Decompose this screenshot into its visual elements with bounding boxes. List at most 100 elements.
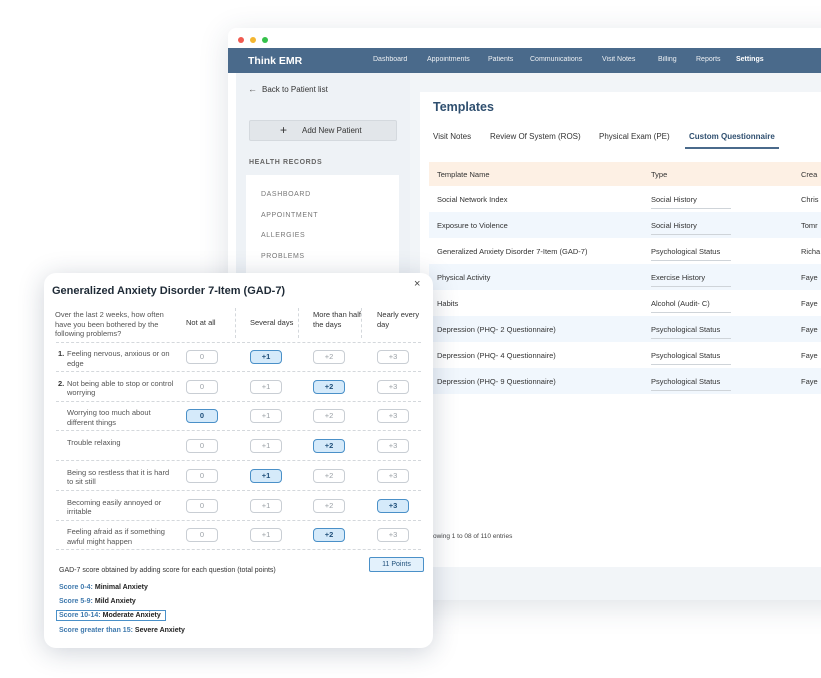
table-cell: Richa bbox=[801, 247, 821, 256]
row-divider bbox=[56, 549, 421, 551]
option-button[interactable]: +3 bbox=[377, 379, 409, 394]
menu-item[interactable]: APPOINTMENT bbox=[261, 211, 319, 219]
brand: Think EMR bbox=[248, 55, 303, 67]
option-button[interactable]: +1 bbox=[250, 379, 282, 394]
score-label: Minimal Anxiety bbox=[94, 584, 148, 591]
row-divider bbox=[56, 519, 421, 521]
option-button[interactable]: 0 bbox=[186, 498, 218, 513]
close-button[interactable]: × bbox=[414, 278, 421, 290]
prompt: Over the last 2 weeks, how often have yo… bbox=[55, 310, 164, 338]
option-button[interactable]: +1 bbox=[250, 498, 282, 513]
table-cell: Faye bbox=[801, 351, 818, 360]
tab[interactable]: Review Of System (ROS) bbox=[490, 132, 581, 141]
option-button[interactable]: +1 bbox=[250, 350, 282, 364]
question-list: 1. Feeling nervous, anxious or on edge 0 +1… bbox=[44, 273, 433, 563]
table-cell: Exposure to Violence bbox=[437, 221, 508, 230]
option-button[interactable]: +2 bbox=[313, 528, 345, 543]
row-divider bbox=[56, 489, 421, 491]
nav-item[interactable]: Settings bbox=[736, 56, 764, 63]
tab[interactable]: Visit Notes bbox=[433, 132, 472, 141]
option-button[interactable]: +3 bbox=[377, 409, 409, 424]
row-divider bbox=[56, 342, 421, 343]
option-button[interactable]: 0 bbox=[186, 528, 218, 543]
modal-title: Generalized Anxiety Disorder 7-Item (GAD… bbox=[52, 285, 286, 297]
question-text: Trouble relaxing bbox=[67, 438, 121, 448]
option-button[interactable]: 0 bbox=[186, 350, 218, 364]
window-dot bbox=[250, 37, 256, 43]
row-divider bbox=[56, 400, 421, 402]
option-button[interactable]: +2 bbox=[313, 498, 345, 513]
menu-item[interactable]: ALLERGIES bbox=[261, 232, 306, 240]
nav-bar: Think EMR Dashboard Appointments Patients C… bbox=[228, 48, 821, 73]
nav-item[interactable]: Communications bbox=[530, 56, 583, 63]
option-button[interactable]: +3 bbox=[377, 468, 409, 483]
option-button[interactable]: +2 bbox=[313, 468, 345, 483]
table-cell: Social History bbox=[651, 221, 731, 235]
question-number: 1. bbox=[58, 349, 65, 358]
question-text: Becoming easily annoyed or irritable bbox=[67, 497, 162, 517]
table-cell: Habits bbox=[437, 299, 459, 308]
menu-item[interactable]: DASHBOARD bbox=[261, 191, 311, 198]
main-area: Templates Visit Notes Review Of System (R… bbox=[410, 73, 821, 600]
option-button[interactable]: +2 bbox=[313, 439, 345, 454]
column-divider bbox=[361, 308, 362, 338]
option-button[interactable]: +1 bbox=[250, 439, 282, 454]
table-cell: Generalized Anxiety Disorder 7-Item (GAD… bbox=[437, 247, 588, 256]
tab[interactable]: Custom Questionnaire bbox=[685, 132, 779, 149]
column-header: More than half the days bbox=[313, 310, 361, 329]
menu-item[interactable]: PROBLEMS bbox=[261, 253, 305, 261]
score-label: Moderate Anxiety bbox=[102, 612, 161, 620]
option-button[interactable]: +3 bbox=[377, 439, 409, 454]
option-button[interactable]: 0 bbox=[186, 439, 218, 454]
table-cell: Exercise History bbox=[651, 273, 731, 287]
table-cell: Psychological Status bbox=[651, 351, 731, 365]
score-range: Score 0-4: bbox=[59, 584, 93, 591]
row-background bbox=[429, 264, 821, 290]
option-button[interactable]: 0 bbox=[186, 409, 218, 424]
option-button[interactable]: +3 bbox=[377, 498, 409, 513]
table-cell: Psychological Status bbox=[651, 325, 731, 339]
row-divider bbox=[56, 430, 421, 432]
column-header: Crea bbox=[801, 170, 818, 179]
column-header: Nearly every day bbox=[377, 310, 420, 329]
column-header: Type bbox=[651, 170, 668, 179]
column-header: Not at all bbox=[186, 318, 216, 327]
option-button[interactable]: +2 bbox=[313, 409, 345, 424]
nav-item[interactable]: Dashboard bbox=[373, 56, 408, 63]
nav-item[interactable]: Billing bbox=[658, 56, 677, 63]
row-divider bbox=[56, 371, 421, 372]
score-row: Score greater than 15: Severe Anxiety bbox=[59, 627, 185, 634]
option-button[interactable]: +1 bbox=[250, 528, 282, 543]
score-range: Score 10-14: bbox=[59, 612, 101, 620]
option-button[interactable]: +1 bbox=[250, 468, 282, 483]
option-button[interactable]: 0 bbox=[186, 468, 218, 483]
question-text: Worrying too much about different things bbox=[67, 408, 151, 427]
table-cell: Depression (PHQ- 4 Questionnaire) bbox=[437, 351, 556, 360]
templates-table: Template Name Type Crea Social Network Inde… bbox=[429, 162, 821, 402]
back-link[interactable]: Back to Patient list bbox=[262, 85, 328, 94]
add-patient-button[interactable]: + Add New Patient bbox=[249, 120, 397, 141]
option-button[interactable]: +3 bbox=[377, 350, 409, 364]
tab[interactable]: Physical Exam (PE) bbox=[599, 132, 670, 141]
questionnaire-modal: Generalized Anxiety Disorder 7-Item (GAD… bbox=[44, 273, 433, 648]
question-text: Feeling nervous, anxious or on edge bbox=[67, 349, 170, 368]
window-dot bbox=[238, 37, 244, 43]
column-header: Several days bbox=[250, 318, 294, 327]
nav-item[interactable]: Patients bbox=[488, 56, 514, 63]
column-divider bbox=[298, 308, 299, 338]
option-button[interactable]: 0 bbox=[186, 379, 218, 394]
score-row: Score 5-9: Mild Anxiety bbox=[59, 598, 136, 605]
section-heading: HEALTH RECORDS bbox=[249, 159, 323, 166]
table-cell: Tomr bbox=[801, 221, 818, 230]
table-cell: Chris bbox=[801, 195, 819, 204]
nav-item[interactable]: Appointments bbox=[427, 56, 470, 63]
nav-item[interactable]: Reports bbox=[696, 56, 721, 63]
table-cell: Depression (PHQ- 9 Questionnaire) bbox=[437, 377, 556, 386]
option-button[interactable]: +3 bbox=[377, 528, 409, 543]
option-button[interactable]: +1 bbox=[250, 409, 282, 424]
nav-item[interactable]: Visit Notes bbox=[602, 56, 636, 63]
back-arrow: ← bbox=[248, 84, 257, 94]
option-button[interactable]: +2 bbox=[313, 350, 345, 364]
option-button[interactable]: +2 bbox=[313, 379, 345, 394]
